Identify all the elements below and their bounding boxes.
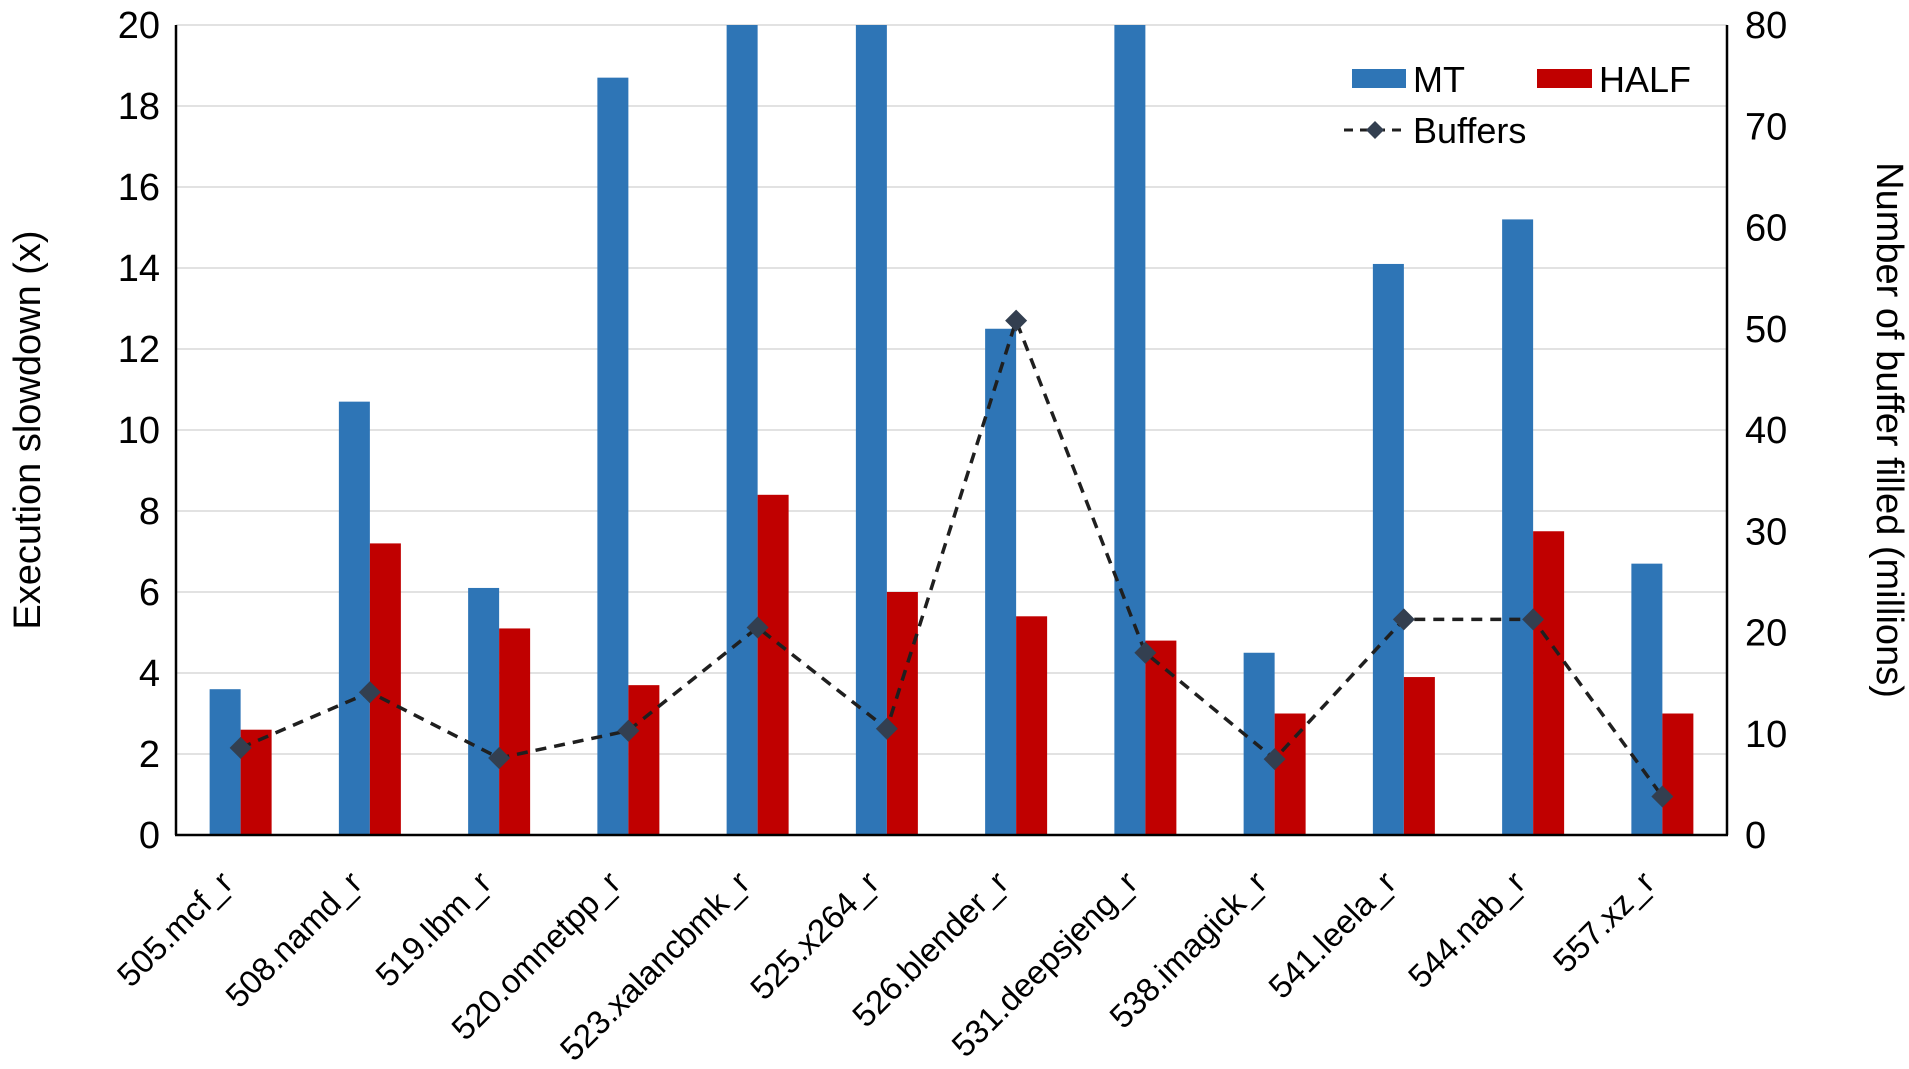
- bar-mt-541.leela_r: [1372, 263, 1404, 835]
- legend-swatch-half: [1537, 69, 1592, 88]
- left-axis-title: Execution slowdown (x): [7, 230, 49, 629]
- y-right-tick-label: 30: [1745, 511, 1787, 553]
- buffers-marker-538.imagick_r: [1263, 748, 1286, 771]
- y-left-tick-label: 18: [118, 86, 160, 128]
- y-left-tick-label: 14: [118, 248, 160, 290]
- legend-label-buffers: Buffers: [1413, 110, 1526, 151]
- bar-half-526.blender_r: [1016, 616, 1048, 835]
- y-left-tick-label: 12: [118, 329, 160, 371]
- y-left-tick-label: 8: [139, 491, 160, 533]
- buffers-marker-525.x264_r: [875, 717, 898, 740]
- bar-mt-544.nab_r: [1502, 219, 1534, 835]
- y-right-tick-label: 20: [1745, 613, 1787, 655]
- bar-half-544.nab_r: [1533, 531, 1565, 835]
- y-left-tick-label: 0: [139, 815, 160, 857]
- y-right-tick-label: 50: [1745, 309, 1787, 351]
- bar-mt-538.imagick_r: [1243, 652, 1275, 835]
- bar-mt-519.lbm_r: [468, 587, 500, 835]
- y-left-tick-label: 2: [139, 734, 160, 776]
- buffers-marker-544.nab_r: [1522, 608, 1545, 631]
- buffers-marker-508.namd_r: [358, 681, 381, 704]
- buffers-marker-505.mcf_r: [229, 736, 252, 759]
- legend-buffers-marker-icon: [1366, 121, 1384, 139]
- bar-mt-508.namd_r: [338, 401, 370, 835]
- bar-half-538.imagick_r: [1274, 713, 1306, 835]
- y-left-tick-label: 10: [118, 410, 160, 452]
- bar-mt-520.omnetpp_r: [597, 77, 629, 835]
- buffers-marker-541.leela_r: [1392, 608, 1415, 631]
- bar-half-520.omnetpp_r: [628, 685, 660, 835]
- bar-half-557.xz_r: [1662, 713, 1694, 835]
- buffers-marker-557.xz_r: [1651, 785, 1674, 808]
- bars: [209, 25, 1694, 835]
- bar-mt-525.x264_r: [855, 25, 887, 835]
- y-left-tick-label: 4: [139, 653, 160, 695]
- y-right-tick-label: 80: [1745, 5, 1787, 47]
- bar-mt-531.deepsjeng_r: [1114, 25, 1146, 835]
- buffers-marker-526.blender_r: [1005, 309, 1028, 332]
- buffers-marker-531.deepsjeng_r: [1134, 641, 1157, 664]
- bar-mt-526.blender_r: [985, 328, 1017, 835]
- y-right-tick-label: 40: [1745, 410, 1787, 452]
- bar-half-541.leela_r: [1403, 677, 1435, 835]
- legend-label-mt: MT: [1413, 59, 1465, 100]
- buffers-marker-523.xalancbmk_r: [746, 616, 769, 639]
- bar-half-523.xalancbmk_r: [757, 494, 789, 835]
- y-right-tick-label: 60: [1745, 208, 1787, 250]
- bar-half-519.lbm_r: [499, 628, 531, 835]
- y-left-tick-label: 6: [139, 572, 160, 614]
- legend-swatch-mt: [1352, 69, 1406, 88]
- y-left-tick-label: 20: [118, 5, 160, 47]
- legend: MT HALF Buffers: [1344, 59, 1691, 151]
- bar-mt-523.xalancbmk_r: [726, 25, 758, 835]
- buffers-marker-519.lbm_r: [488, 747, 511, 770]
- bar-half-531.deepsjeng_r: [1145, 640, 1177, 835]
- y-right-tick-label: 0: [1745, 815, 1766, 857]
- right-axis-title: Number of buffer filled (millions): [1868, 162, 1909, 698]
- y-left-tick-label: 16: [118, 167, 160, 209]
- bar-mt-505.mcf_r: [209, 689, 241, 835]
- gridlines: [176, 24, 1727, 755]
- buffers-marker-520.omnetpp_r: [617, 719, 640, 742]
- y-right-tick-label: 70: [1745, 106, 1787, 148]
- y-right-tick-label: 10: [1745, 714, 1787, 756]
- buffers-markers: [229, 309, 1674, 808]
- legend-label-half: HALF: [1599, 59, 1691, 100]
